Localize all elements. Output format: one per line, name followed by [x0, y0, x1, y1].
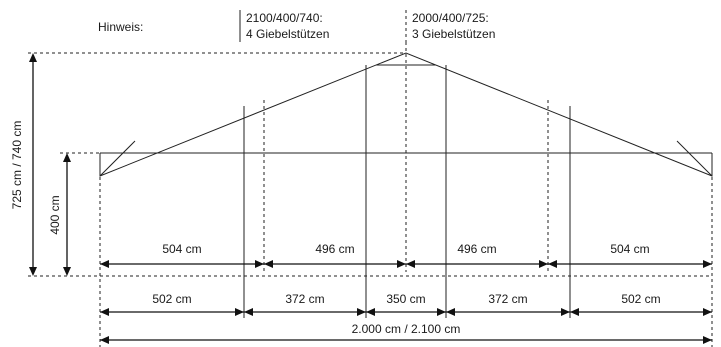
upper-dim-label-2: 496 cm — [315, 242, 354, 256]
upper-arrow-406-left — [397, 260, 406, 268]
total-height-arrow-bottom — [29, 267, 37, 276]
upper-arrow-548-left — [539, 260, 548, 268]
lower-arrow-366-left — [357, 308, 366, 316]
lower-dim-label-2: 372 cm — [285, 292, 324, 306]
lower-arrow-570-left — [561, 308, 570, 316]
lower-arrow-366-right — [366, 308, 375, 316]
lower-dim-label-5: 502 cm — [621, 292, 660, 306]
upper-arrow-left — [100, 260, 109, 268]
upper-dim-label-3: 496 cm — [457, 242, 496, 256]
left-corner-brace — [99, 140, 136, 177]
wall-height-arrow-top — [63, 153, 71, 162]
note-variant-a-line2: 4 Giebelstützen — [246, 27, 329, 41]
lower-arrow-left — [100, 308, 109, 316]
upper-arrow-264-right — [264, 260, 273, 268]
roof-outline — [99, 52, 713, 177]
upper-arrow-548-right — [548, 260, 557, 268]
lower-dim-label-1: 502 cm — [152, 292, 191, 306]
lower-arrow-446-left — [437, 308, 446, 316]
upper-dim-label-1: 504 cm — [162, 242, 201, 256]
wall-height-label: 400 cm — [48, 195, 62, 234]
lower-dim-label-4: 372 cm — [488, 292, 527, 306]
total-width-arrow-right — [703, 336, 712, 344]
note-variant-a-line1: 2100/400/740: — [246, 11, 323, 25]
lower-dimension-row: 502 cm 372 cm 350 cm 372 cm 502 cm — [100, 292, 712, 316]
lower-arrow-right — [703, 308, 712, 316]
note-variant-b-line2: 3 Giebelstützen — [412, 27, 495, 41]
lower-arrow-570-right — [570, 308, 579, 316]
total-width-dimension: 2.000 cm / 2.100 cm — [100, 322, 712, 344]
lower-dim-label-3: 350 cm — [386, 292, 425, 306]
upper-arrow-264-left — [255, 260, 264, 268]
upper-arrow-right — [703, 260, 712, 268]
total-width-label: 2.000 cm / 2.100 cm — [352, 322, 461, 336]
upper-arrow-406-right — [406, 260, 415, 268]
total-height-arrow-top — [29, 53, 37, 62]
lower-arrow-244-right — [244, 308, 253, 316]
upper-dimension-row: 504 cm 496 cm 496 cm 504 cm — [100, 242, 712, 268]
total-width-arrow-left — [100, 336, 109, 344]
lower-arrow-446-right — [446, 308, 455, 316]
note-variant-b-line1: 2000/400/725: — [412, 11, 489, 25]
lower-arrow-244-left — [235, 308, 244, 316]
total-height-label: 725 cm / 740 cm — [10, 121, 24, 210]
wall-height-arrow-bottom — [63, 267, 71, 276]
upper-dim-label-4: 504 cm — [610, 242, 649, 256]
note-heading: Hinweis: — [98, 20, 143, 34]
right-corner-brace — [676, 140, 713, 177]
